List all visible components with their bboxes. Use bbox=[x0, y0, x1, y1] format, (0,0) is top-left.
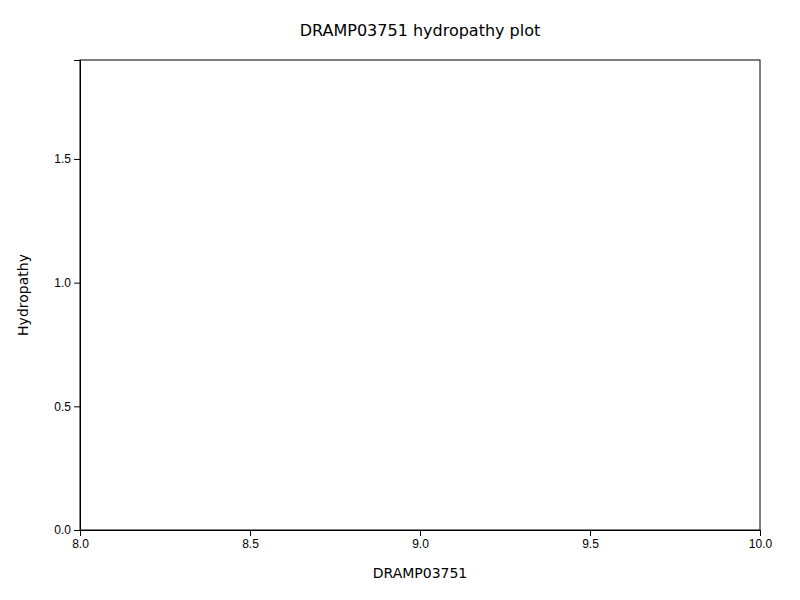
x-tick-mark bbox=[760, 530, 761, 536]
y-tick: 0.5 bbox=[54, 400, 80, 414]
x-tick: 9.5 bbox=[582, 530, 599, 551]
x-tick: 9.0 bbox=[412, 530, 429, 551]
x-tick-label: 9.5 bbox=[582, 537, 599, 551]
y-tick: 1.5 bbox=[54, 152, 80, 166]
x-tick-mark bbox=[420, 530, 421, 536]
y-axis-line bbox=[74, 61, 81, 531]
x-tick-label: 10.0 bbox=[749, 537, 773, 551]
y-tick: 1.0 bbox=[54, 276, 80, 290]
y-tick-mark bbox=[74, 159, 80, 160]
x-tick: 8.5 bbox=[242, 530, 259, 551]
x-axis-line bbox=[81, 531, 761, 537]
y-tick-label: 0.0 bbox=[54, 523, 71, 537]
frame bbox=[80, 60, 760, 530]
y-axis-label: Hydropathy bbox=[15, 254, 31, 336]
x-tick: 10.0 bbox=[749, 530, 773, 551]
x-tick: 8.0 bbox=[72, 530, 89, 551]
x-tick-label: 8.0 bbox=[72, 537, 89, 551]
x-tick-label: 8.5 bbox=[242, 537, 259, 551]
y-tick-label: 1.5 bbox=[54, 152, 71, 166]
x-axis: 8.0 8.5 9.0 9.5 10.0 bbox=[72, 530, 772, 551]
x-tick-label: 9.0 bbox=[412, 537, 429, 551]
y-tick-label: 1.0 bbox=[54, 276, 71, 290]
y-tick-label: 0.5 bbox=[54, 400, 71, 414]
y-tick: 0.0 bbox=[54, 523, 80, 537]
x-tick-mark bbox=[250, 530, 251, 536]
y-tick-mark bbox=[74, 283, 80, 284]
x-axis-label: DRAMP03751 bbox=[373, 565, 468, 581]
y-tick-mark bbox=[74, 530, 80, 531]
y-axis: 0.0 0.5 1.0 1.5 bbox=[54, 61, 80, 538]
title: DRAMP03751 hydropathy plot bbox=[300, 21, 541, 40]
chart: 8.0 8.5 9.0 9.5 10.0 0.0 0.5 1.0 1.5 DRAMP03751 h… bbox=[0, 0, 800, 600]
x-tick-mark bbox=[590, 530, 591, 536]
y-tick-mark bbox=[74, 406, 80, 407]
plot-area: 8.0 8.5 9.0 9.5 10.0 0.0 0.5 1.0 1.5 bbox=[54, 60, 772, 551]
